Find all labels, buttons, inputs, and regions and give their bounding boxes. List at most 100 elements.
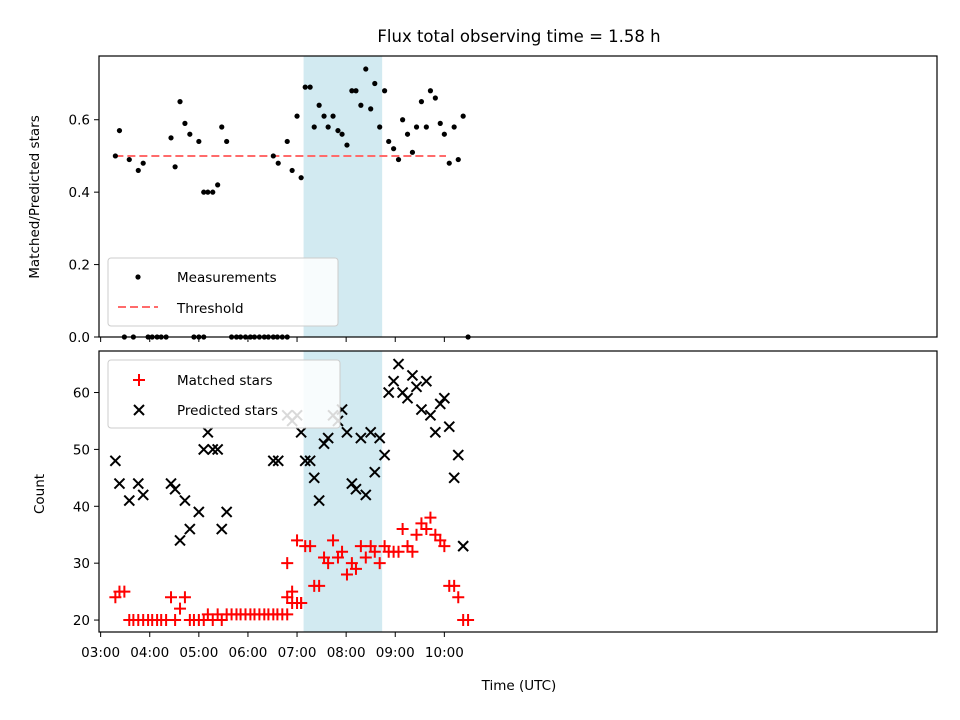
measurement-point xyxy=(205,189,211,195)
legend-label-measurements: Measurements xyxy=(177,270,277,286)
matched-stars-point xyxy=(327,534,340,547)
measurement-point xyxy=(201,189,207,195)
matched-stars-point xyxy=(322,557,335,570)
predicted-stars-point xyxy=(137,489,149,501)
count-panel-frame xyxy=(98,350,938,633)
measurement-point xyxy=(400,117,406,123)
measurement-point xyxy=(418,99,425,105)
matched-stars-point xyxy=(424,511,437,524)
predicted-stars-point xyxy=(318,438,330,450)
measurement-point xyxy=(353,88,359,94)
count-y-tick-label: 40 xyxy=(73,499,90,515)
measurement-point xyxy=(386,138,392,145)
ratio-legend: Measurements Threshold xyxy=(107,257,339,327)
predicted-stars-point xyxy=(429,426,442,439)
measurement-point xyxy=(187,131,193,137)
measurement-point xyxy=(344,142,350,148)
matched-stars-point xyxy=(291,534,304,547)
matched-stars-point xyxy=(392,545,405,558)
measurement-point xyxy=(358,102,364,108)
measurement-point xyxy=(372,80,378,87)
measurement-point xyxy=(177,99,183,105)
count-legend-box xyxy=(107,359,341,429)
measurement-point xyxy=(363,66,369,72)
measurement-point xyxy=(196,138,202,145)
predicted-stars-point xyxy=(434,398,446,410)
measurement-point xyxy=(135,167,141,174)
ratio-y-tick-label: 0.0 xyxy=(69,330,90,346)
predicted-stars-point xyxy=(123,494,135,507)
predicted-stars-point xyxy=(211,443,224,456)
matched-stars-point xyxy=(169,614,182,627)
predicted-stars-point xyxy=(438,392,451,404)
legend-marker-predicted xyxy=(133,404,145,416)
count-panel: 20 30 40 50 60 03:00 04:00 05:00 06:00 07:00 08:0… xyxy=(32,350,938,694)
predicted-stars-point xyxy=(109,455,122,467)
matched-stars-point xyxy=(286,585,299,598)
measurement-point xyxy=(339,131,345,137)
predicted-stars-point xyxy=(220,506,233,518)
measurement-point xyxy=(126,156,132,163)
matched-stars-point xyxy=(438,540,451,553)
predicted-stars-point xyxy=(198,443,210,456)
measurement-point xyxy=(441,131,447,137)
predicted-stars-point xyxy=(132,477,144,490)
predicted-stars-point xyxy=(350,483,362,495)
measurement-point xyxy=(224,138,230,145)
legend-marker-measurements xyxy=(135,274,141,280)
measurement-point xyxy=(172,164,178,170)
count-legend: Matched stars Predicted stars xyxy=(107,359,341,429)
predicted-stars-point xyxy=(295,426,307,439)
count-y-axis-label: Count xyxy=(32,474,48,514)
legend-label-threshold: Threshold xyxy=(176,301,244,317)
predicted-stars-point xyxy=(202,426,214,439)
predicted-stars-point xyxy=(457,540,469,552)
predicted-stars-point xyxy=(165,477,177,490)
matched-stars-point xyxy=(406,545,419,558)
ratio-panel: 0.0 0.2 0.4 0.6 Matched/Predicted stars Mea… xyxy=(27,55,938,346)
measurement-point xyxy=(294,113,300,119)
count-y-tick-label: 30 xyxy=(73,556,90,572)
legend-marker-matched xyxy=(133,374,145,386)
predicted-stars-point xyxy=(313,494,325,507)
measurement-point xyxy=(275,160,281,166)
ratio-y-axis-label: Matched/Predicted stars xyxy=(27,115,43,278)
measurement-point xyxy=(289,167,295,174)
matched-stars-point xyxy=(281,608,294,621)
measurement-point xyxy=(182,120,188,126)
measurement-point xyxy=(335,127,341,134)
chart-title: Flux total observing time = 1.58 h xyxy=(377,27,660,46)
measurement-point xyxy=(210,189,216,195)
legend-label-predicted: Predicted stars xyxy=(177,403,278,419)
matched-stars-point xyxy=(448,579,461,592)
ratio-panel-frame xyxy=(98,55,938,338)
matched-stars-point xyxy=(174,602,187,615)
predicted-stars-point xyxy=(216,523,228,535)
matched-stars-point xyxy=(359,551,372,564)
predicted-stars-point xyxy=(193,506,205,518)
predicted-stars-point xyxy=(401,392,414,404)
predicted-stars-point xyxy=(448,472,460,484)
measurement-point xyxy=(423,124,429,130)
predicted-stars-point xyxy=(392,358,405,370)
matched-stars-point xyxy=(452,591,465,604)
measurement-point xyxy=(219,124,225,130)
measurement-point xyxy=(302,84,308,90)
matched-stars-point xyxy=(178,591,191,604)
predicted-stars-point xyxy=(369,466,381,478)
ratio-y-tick-label: 0.6 xyxy=(69,113,90,129)
predicted-stars-point xyxy=(308,472,320,484)
x-tick-label: 07:00 xyxy=(278,645,317,661)
measurement-point xyxy=(284,138,290,145)
predicted-stars-point xyxy=(443,420,455,433)
count-y-tick-label: 50 xyxy=(73,442,90,458)
measurement-point xyxy=(409,149,416,155)
predicted-stars-point xyxy=(267,455,280,467)
measurement-point xyxy=(116,127,123,134)
predicted-stars-point xyxy=(322,432,334,444)
matched-stars-point xyxy=(165,591,178,604)
predicted-stars-point xyxy=(346,477,358,490)
ratio-legend-box xyxy=(107,257,339,327)
matched-stars-point xyxy=(295,596,308,609)
